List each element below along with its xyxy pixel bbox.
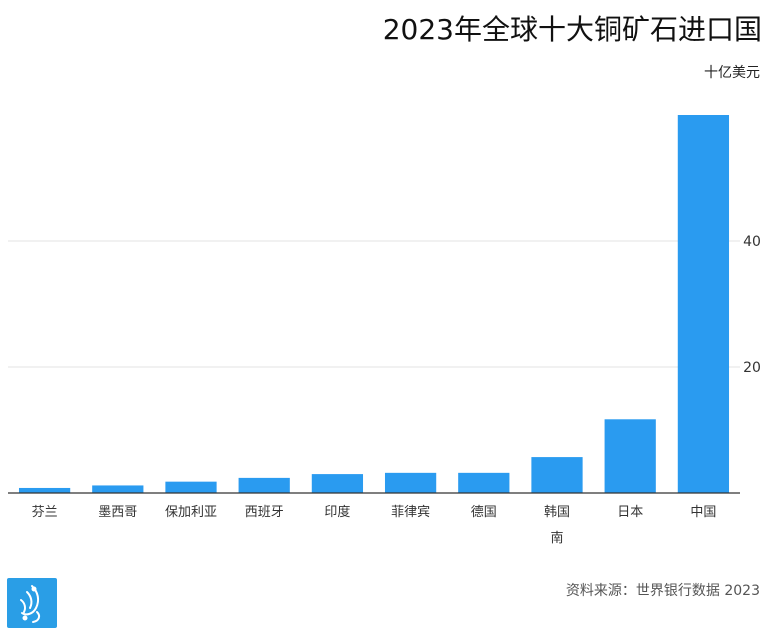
x-tick-label: 西班牙 [245, 505, 284, 520]
x-tick-label: 墨西哥 [98, 505, 137, 520]
y-tick-label: 20 [743, 360, 761, 376]
bar [311, 474, 364, 493]
al-jazeera-logo-icon [7, 578, 57, 628]
x-tick-label: 保加利亚 [165, 505, 217, 520]
bar [165, 481, 217, 493]
x-tick-label: 韩国 [544, 505, 570, 520]
x-tick-label: 日本 [617, 505, 643, 520]
bar [677, 115, 730, 493]
unit-label: 十亿美元 [704, 65, 760, 81]
bar [531, 457, 583, 493]
bar [458, 472, 510, 493]
bar [384, 472, 437, 493]
y-tick-label: 40 [743, 234, 761, 250]
bar [92, 485, 144, 493]
x-tick-label: 德国 [471, 505, 497, 520]
x-tick-label: 印度 [324, 504, 350, 520]
bar [604, 419, 656, 493]
x-tick-label: 菲律宾 [391, 504, 430, 520]
bar-chart: 20 40 芬兰 墨西哥 保加利亚 西班牙 印度 菲律宾 德国 韩国南 日本 中国 [8, 115, 761, 546]
x-tick-label: 南 [550, 530, 563, 546]
x-tick-label: 芬兰 [32, 505, 58, 520]
bar [238, 477, 290, 493]
x-tick-label: 中国 [690, 505, 716, 520]
source-note: 资料来源：世界银行数据 2023 [565, 583, 760, 599]
chart-title: 2023年全球十大铜矿石进口国 [382, 13, 762, 46]
bar [18, 487, 71, 493]
